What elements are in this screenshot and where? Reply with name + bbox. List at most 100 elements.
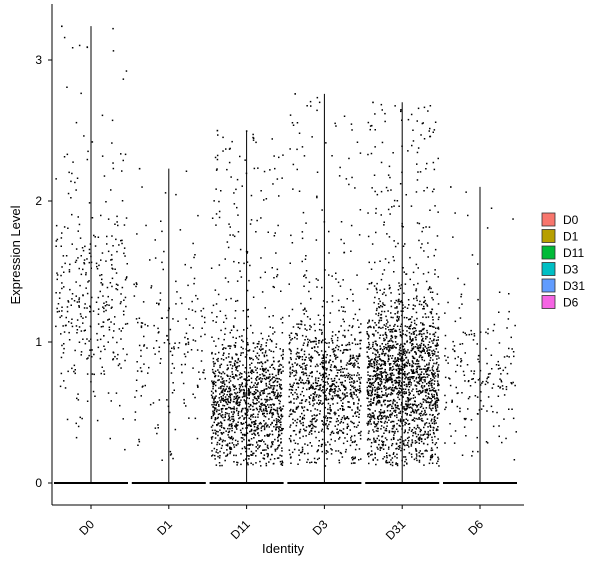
data-point: [322, 357, 325, 359]
data-point: [217, 455, 219, 458]
data-point: [514, 384, 516, 387]
data-point: [377, 416, 379, 419]
data-point: [266, 425, 268, 428]
data-point: [74, 181, 76, 184]
data-point: [434, 205, 436, 207]
data-point: [232, 365, 234, 367]
data-point: [77, 257, 79, 259]
data-point: [459, 317, 462, 319]
data-point: [298, 431, 301, 434]
data-point: [276, 410, 279, 412]
data-point: [237, 359, 239, 361]
data-point: [211, 396, 214, 398]
data-point: [226, 374, 229, 377]
data-point: [246, 327, 249, 329]
data-point: [271, 391, 273, 393]
data-point: [394, 404, 397, 407]
data-point: [304, 372, 306, 374]
data-point: [404, 412, 407, 415]
data-point: [322, 362, 324, 364]
data-point: [253, 426, 256, 428]
data-point: [422, 376, 424, 378]
data-point: [369, 325, 371, 328]
data-point: [387, 345, 389, 347]
data-point: [97, 236, 100, 238]
data-point: [244, 385, 247, 387]
data-point: [87, 150, 89, 153]
data-point: [221, 414, 224, 416]
data-point: [240, 376, 243, 378]
data-point: [369, 389, 371, 392]
data-point: [296, 148, 298, 151]
data-point: [404, 373, 406, 375]
data-point: [223, 427, 225, 429]
data-point: [437, 336, 439, 338]
data-point: [386, 373, 389, 376]
data-point: [331, 348, 334, 351]
data-point: [244, 367, 247, 369]
data-point: [357, 355, 360, 358]
data-point: [294, 374, 297, 376]
data-point: [386, 406, 389, 408]
data-point: [418, 303, 421, 306]
data-point: [413, 372, 416, 374]
data-point: [280, 318, 282, 320]
data-point: [215, 390, 217, 393]
data-point: [161, 317, 163, 319]
data-point: [107, 295, 109, 298]
data-point: [300, 402, 303, 404]
data-point: [485, 331, 487, 334]
data-point: [431, 395, 433, 397]
data-point: [343, 408, 345, 411]
data-point: [420, 246, 422, 249]
data-point: [388, 345, 390, 347]
data-point: [289, 439, 292, 442]
data-point: [390, 392, 393, 394]
data-point: [511, 348, 513, 350]
data-point: [403, 352, 405, 354]
data-point: [246, 252, 248, 254]
data-point: [305, 366, 307, 369]
data-point: [377, 402, 380, 404]
data-point: [250, 429, 253, 432]
data-point: [389, 355, 392, 357]
data-point: [316, 109, 318, 112]
data-point: [417, 107, 420, 110]
data-point: [329, 404, 331, 407]
data-point: [279, 385, 281, 387]
data-point: [422, 407, 425, 410]
data-point: [217, 413, 220, 416]
data-point: [116, 358, 118, 360]
data-point: [436, 406, 439, 408]
data-point: [228, 378, 231, 380]
data-point: [279, 434, 281, 436]
data-point: [322, 354, 324, 356]
data-point: [409, 338, 411, 341]
data-point: [254, 423, 256, 425]
data-point: [436, 344, 438, 346]
data-point: [278, 427, 280, 430]
data-point: [391, 369, 393, 371]
data-point: [305, 435, 307, 437]
data-point: [374, 375, 377, 378]
data-point: [220, 421, 222, 423]
data-point: [412, 377, 414, 380]
data-point: [360, 430, 362, 433]
data-point: [415, 370, 417, 373]
data-point: [425, 391, 427, 394]
data-point: [437, 399, 440, 402]
data-point: [200, 310, 202, 312]
data-point: [478, 409, 481, 411]
data-point: [303, 453, 306, 455]
data-point: [136, 370, 139, 372]
data-point: [419, 171, 422, 173]
data-point: [311, 445, 313, 447]
data-point: [274, 391, 276, 394]
data-point: [313, 403, 315, 405]
data-point: [492, 411, 494, 413]
data-point: [386, 455, 388, 457]
data-point: [383, 346, 385, 348]
data-point: [328, 230, 330, 233]
data-point: [101, 284, 104, 286]
data-point: [191, 300, 193, 303]
